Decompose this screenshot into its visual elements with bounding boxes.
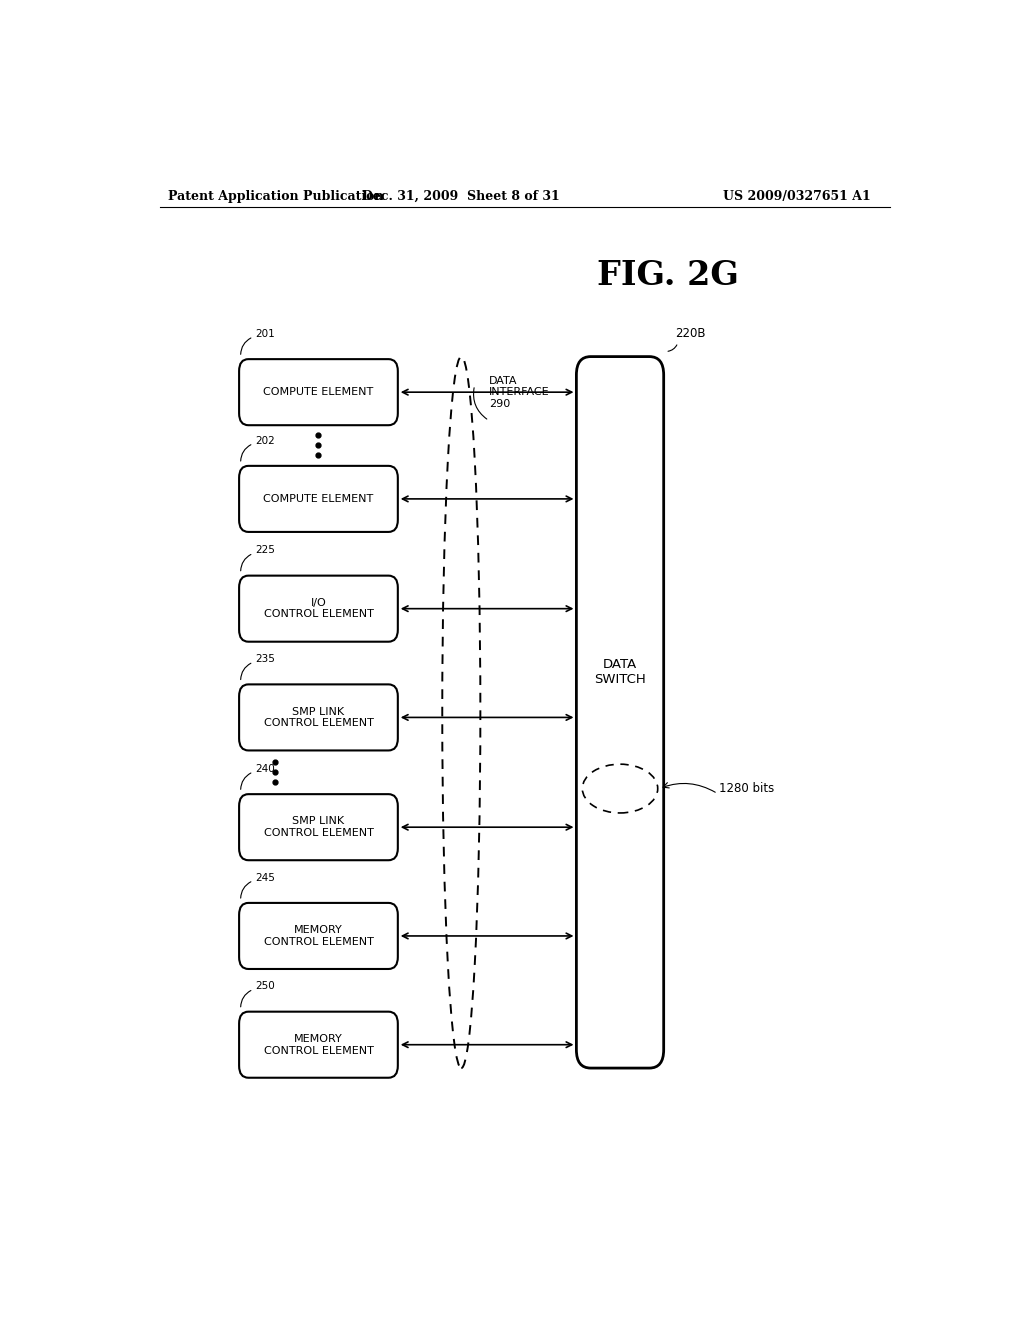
Text: Patent Application Publication: Patent Application Publication (168, 190, 383, 202)
Text: 250: 250 (255, 981, 274, 991)
FancyBboxPatch shape (239, 1011, 397, 1077)
FancyBboxPatch shape (239, 466, 397, 532)
Text: US 2009/0327651 A1: US 2009/0327651 A1 (723, 190, 871, 202)
Text: SMP LINK
CONTROL ELEMENT: SMP LINK CONTROL ELEMENT (263, 706, 374, 729)
Text: COMPUTE ELEMENT: COMPUTE ELEMENT (263, 387, 374, 397)
Text: 225: 225 (255, 545, 274, 556)
Text: 201: 201 (255, 329, 274, 339)
Text: SMP LINK
CONTROL ELEMENT: SMP LINK CONTROL ELEMENT (263, 816, 374, 838)
Text: 240: 240 (255, 764, 274, 774)
FancyBboxPatch shape (239, 359, 397, 425)
Text: Dec. 31, 2009  Sheet 8 of 31: Dec. 31, 2009 Sheet 8 of 31 (362, 190, 560, 202)
Text: I/O
CONTROL ELEMENT: I/O CONTROL ELEMENT (263, 598, 374, 619)
FancyBboxPatch shape (239, 684, 397, 751)
Text: 245: 245 (255, 873, 274, 883)
Text: 1280 bits: 1280 bits (719, 781, 774, 795)
FancyBboxPatch shape (239, 576, 397, 642)
Text: 220B: 220B (676, 327, 707, 341)
Text: 202: 202 (255, 436, 274, 446)
FancyBboxPatch shape (239, 903, 397, 969)
Text: DATA
INTERFACE
290: DATA INTERFACE 290 (489, 376, 550, 409)
Text: MEMORY
CONTROL ELEMENT: MEMORY CONTROL ELEMENT (263, 1034, 374, 1056)
FancyBboxPatch shape (577, 356, 664, 1068)
Text: COMPUTE ELEMENT: COMPUTE ELEMENT (263, 494, 374, 504)
FancyBboxPatch shape (239, 795, 397, 861)
Text: MEMORY
CONTROL ELEMENT: MEMORY CONTROL ELEMENT (263, 925, 374, 946)
Text: DATA
SWITCH: DATA SWITCH (594, 657, 646, 685)
Text: 235: 235 (255, 653, 274, 664)
Text: FIG. 2G: FIG. 2G (597, 259, 738, 292)
